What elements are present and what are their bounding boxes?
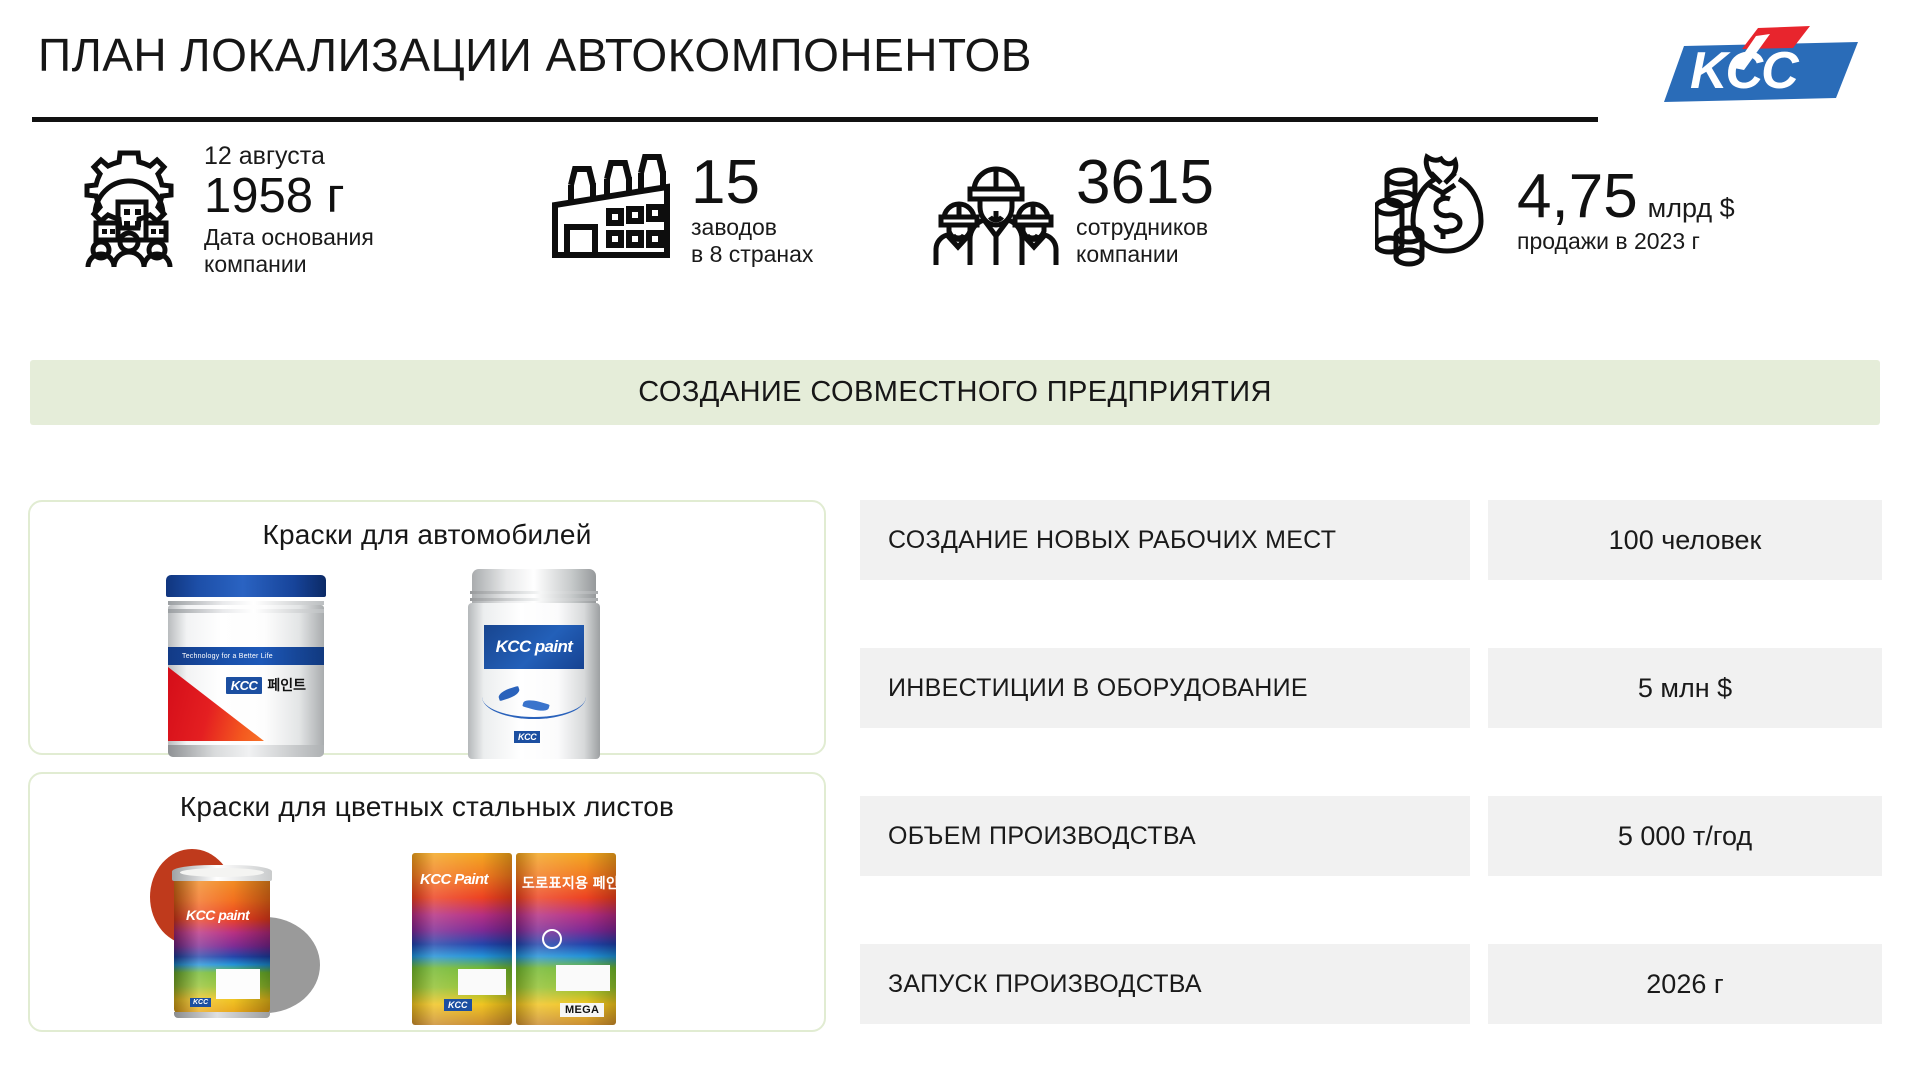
table-row-label-cell: ОБЪЕМ ПРОИЗВОДСТВА [860,796,1470,876]
stat-sales-caption-1: продажи в 2023 г [1517,227,1700,254]
table-row-label-cell: СОЗДАНИЕ НОВЫХ РАБОЧИХ МЕСТ [860,500,1470,580]
table-row-value: 5 000 т/год [1617,820,1753,851]
table-row-value: 100 человек [1608,524,1762,555]
table-row-value: 5 млн $ [1637,672,1733,703]
title-divider [32,117,1598,122]
stat-employees-value: 3615 [1076,148,1214,218]
bucket-a-band-text: Technology for a Better Life [182,652,273,660]
can-round-foot-brand: KCC [190,998,212,1007]
stat-founded-caption-2: компании [204,250,307,277]
stat-plants-value: 15 [691,148,760,218]
product-card-steel-sheet-paints-title: Краски для цветных стальных листов [179,791,675,822]
svg-text:KCC: KCC [1690,42,1800,100]
can-rect-1-foot-brand: KCC [444,999,472,1011]
product-card-automotive-paints: Краски для автомобилей Technology for a … [28,500,826,759]
money-bag-icon [1373,149,1503,272]
table-row: ОБЪЕМ ПРОИЗВОДСТВА 5 000 т/год [860,796,1882,876]
page-title: ПЛАН ЛОКАЛИЗАЦИИ АВТОКОМПОНЕНТОВ [38,29,1032,81]
factory-icon [545,153,677,268]
stat-founded-caption-1: Дата основания [204,223,374,250]
bucket-a-brand: KCC [225,676,263,694]
can-rect-2-brand-kr: 도로표지용 페인트 [522,875,616,891]
table-row: СОЗДАНИЕ НОВЫХ РАБОЧИХ МЕСТ 100 человек [860,500,1882,580]
stat-sales: 4,75 млрд $ продажи в 2023 г [1373,140,1735,280]
product-card-automotive-paints-images: Technology for a Better Life KCC 페인트 KCC [30,551,824,802]
workers-icon [930,147,1062,274]
table-row: ИНВЕСТИЦИИ В ОБОРУДОВАНИЕ 5 млн $ [860,648,1882,728]
table-row-value-cell: 5 млн $ [1488,648,1882,728]
joint-venture-banner: СОЗДАНИЕ СОВМЕСТНОГО ПРЕДПРИЯТИЯ [30,360,1880,425]
table-row-label: ЗАПУСК ПРОИЗВОДСТВА [888,969,1202,998]
stat-founded-value: 1958 г [204,169,345,224]
paint-bucket-kcc-peinteu-image: Technology for a Better Life KCC 페인트 [162,575,330,757]
table-row: ЗАПУСК ПРОИЗВОДСТВА 2026 г [860,944,1882,1024]
bucket-b-foot-brand: KCC [514,731,541,743]
stat-sales-value: 4,75 [1517,161,1638,231]
product-card-steel-sheet-paints-images: KCC paint KCC KCC Paint KCC 도로표지용 페인트 [30,823,824,1079]
stat-employees-caption-1: сотрудников [1076,214,1209,241]
table-row-value-cell: 2026 г [1488,944,1882,1024]
bucket-a-brand-kr: 페인트 [267,677,306,693]
paint-cans-rect-colorful-image: KCC Paint KCC 도로표지용 페인트 MEGA [412,853,622,1025]
table-row-value-cell: 5 000 т/год [1488,796,1882,876]
gear-factory-people-icon [68,145,190,276]
stat-plants-caption-1: заводов [691,214,778,241]
stat-plants: 15 заводов в 8 странах [545,140,813,280]
stat-sales-unit: млрд $ [1647,192,1735,223]
paint-bucket-kcc-paint-image: KCC paint KCC [460,569,608,759]
stat-founded-kicker: 12 августа [204,141,325,170]
product-card-steel-sheet-paints: Краски для цветных стальных листов KCC p… [28,772,826,1032]
stat-employees: 3615 сотрудников компании [930,140,1214,280]
joint-venture-banner-text: СОЗДАНИЕ СОВМЕСТНОГО ПРЕДПРИЯТИЯ [638,376,1272,408]
table-row-value-cell: 100 человек [1488,500,1882,580]
can-rect-1-brand: KCC Paint [420,871,489,888]
stats-strip: 12 августа 1958 г Дата основания компани… [0,140,1910,280]
table-row-label-cell: ИНВЕСТИЦИИ В ОБОРУДОВАНИЕ [860,648,1470,728]
bucket-b-brand: KCC paint [495,637,573,656]
can-rect-2-foot-brand: MEGA [560,1003,605,1017]
table-row-label: СОЗДАНИЕ НОВЫХ РАБОЧИХ МЕСТ [888,525,1337,554]
paint-can-round-colorful-image: KCC paint KCC [172,865,272,1018]
table-row-label: ОБЪЕМ ПРОИЗВОДСТВА [888,821,1196,850]
table-row-label-cell: ЗАПУСК ПРОИЗВОДСТВА [860,944,1470,1024]
product-card-automotive-paints-title: Краски для автомобилей [262,519,592,550]
stat-employees-caption-2: компании [1076,241,1179,267]
jv-parameters-table: СОЗДАНИЕ НОВЫХ РАБОЧИХ МЕСТ 100 человек … [860,500,1882,1092]
can-round-brand: KCC paint [186,907,250,923]
stat-founded: 12 августа 1958 г Дата основания компани… [68,140,374,280]
kcc-logo: KCC [1660,24,1860,104]
stat-plants-caption-2: в 8 странах [691,241,814,267]
table-row-label: ИНВЕСТИЦИИ В ОБОРУДОВАНИЕ [888,673,1308,702]
table-row-value: 2026 г [1646,968,1724,999]
